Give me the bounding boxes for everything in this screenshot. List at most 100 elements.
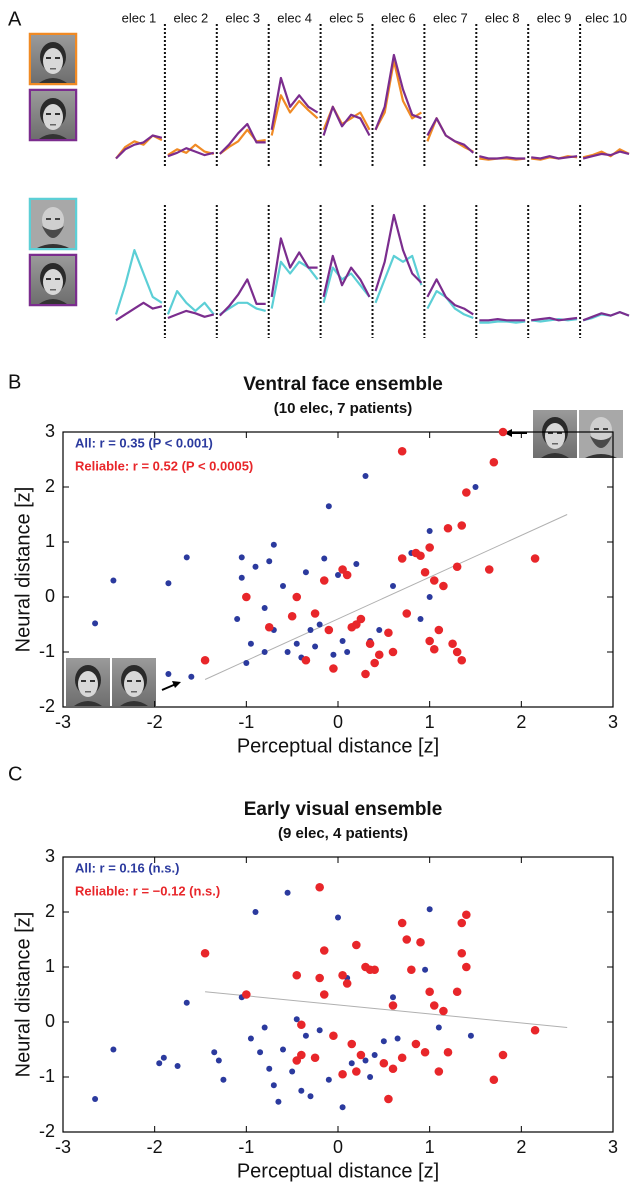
point	[390, 583, 396, 589]
point	[292, 970, 302, 980]
trace	[270, 76, 319, 130]
trace	[374, 254, 423, 304]
trace	[531, 155, 578, 160]
point	[416, 937, 425, 947]
point	[397, 446, 407, 456]
point	[292, 592, 302, 602]
point	[388, 1001, 398, 1010]
y-tick-label: 1	[45, 956, 55, 976]
point	[238, 574, 245, 581]
x-tick-label: 0	[333, 1137, 343, 1157]
trace	[531, 316, 578, 322]
trace	[582, 311, 630, 322]
point	[188, 673, 195, 680]
point	[242, 592, 251, 602]
faces-b	[66, 410, 623, 706]
trace	[270, 94, 319, 136]
chart-title: Ventral face ensemble	[243, 374, 443, 395]
face-image	[31, 91, 75, 139]
point	[312, 643, 319, 650]
point	[380, 1038, 387, 1045]
trace	[479, 320, 526, 324]
point	[452, 562, 462, 572]
point	[266, 1065, 273, 1072]
y-tick-label: 1	[45, 531, 55, 551]
electrode-label: elec 1	[122, 10, 157, 25]
point	[530, 554, 540, 563]
x-tick-label: 1	[425, 1137, 435, 1157]
electrode-label: elec 3	[225, 10, 260, 25]
face-image	[31, 200, 75, 248]
y-tick-label: 3	[45, 421, 55, 441]
point	[307, 1093, 314, 1100]
point	[325, 503, 332, 510]
x-tick-label: -1	[238, 1137, 254, 1157]
point	[339, 1104, 346, 1111]
trace	[374, 53, 422, 131]
point	[298, 1087, 305, 1094]
point	[429, 644, 439, 654]
point	[448, 639, 457, 649]
face-image	[31, 35, 75, 83]
chart-subtitle: (10 elec, 7 patients)	[274, 400, 412, 417]
point	[275, 1098, 282, 1105]
x-tick-label: -2	[147, 1137, 163, 1157]
point	[183, 554, 190, 561]
point	[370, 965, 379, 975]
point	[402, 935, 412, 944]
point	[160, 1054, 167, 1061]
point	[353, 561, 360, 567]
point	[416, 551, 425, 561]
point	[394, 1035, 401, 1042]
fit-line	[204, 514, 568, 680]
trace	[322, 105, 371, 137]
electrode-label: elec 8	[485, 10, 520, 25]
point	[417, 616, 424, 622]
arrow-head	[172, 681, 181, 688]
point	[530, 1025, 540, 1035]
y-tick-label: 0	[45, 586, 55, 606]
arrow	[161, 683, 177, 691]
electrode-label: elec 5	[329, 10, 364, 25]
point	[443, 1047, 453, 1057]
trace	[374, 213, 423, 292]
point	[371, 1052, 378, 1058]
point	[425, 636, 434, 646]
point	[388, 647, 398, 657]
point	[425, 543, 434, 552]
point	[365, 639, 375, 649]
point	[316, 1027, 323, 1034]
trace	[322, 254, 371, 298]
point	[434, 1067, 444, 1076]
point	[439, 581, 448, 591]
point	[247, 1035, 254, 1042]
point	[165, 671, 172, 677]
point	[319, 576, 329, 585]
point	[319, 990, 329, 999]
point	[321, 555, 328, 562]
point	[367, 1074, 374, 1080]
y-tick-label: -2	[39, 696, 55, 716]
panel-label: C	[8, 763, 22, 785]
point	[242, 990, 251, 999]
point	[384, 1094, 393, 1104]
point	[439, 1006, 448, 1016]
face-image	[112, 658, 156, 706]
point	[110, 577, 117, 584]
point	[335, 572, 341, 578]
panel-label: B	[8, 371, 21, 393]
trace	[166, 290, 215, 316]
point	[287, 611, 297, 621]
point	[498, 1050, 508, 1060]
trace	[219, 128, 266, 155]
y-tick-label: -1	[39, 1066, 55, 1086]
legend-entry: All: r = 0.35 (P < 0.001)	[75, 435, 213, 450]
electrode-label: elec 9	[537, 10, 572, 25]
x-tick-label: 1	[425, 712, 435, 732]
point	[472, 484, 479, 490]
point	[215, 1057, 222, 1064]
face-frame	[28, 253, 78, 307]
point	[411, 1039, 421, 1049]
face-frame	[28, 197, 78, 251]
